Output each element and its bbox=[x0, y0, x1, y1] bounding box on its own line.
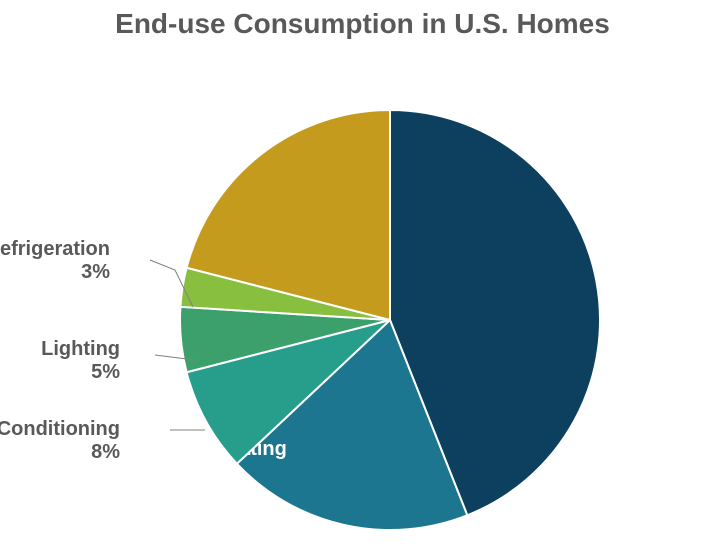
slice-label-external: Air Conditioning8% bbox=[0, 418, 120, 463]
slice-label-external: Refrigeration3% bbox=[0, 238, 110, 283]
pie-chart-svg: Space Heating44%Water Heating19%Air Cond… bbox=[0, 0, 725, 547]
slice-label-external: Lighting5% bbox=[41, 338, 120, 383]
slice-label: All Other21% bbox=[113, 143, 198, 188]
pie-chart-container: End-use Consumption in U.S. Homes Space … bbox=[0, 0, 725, 547]
